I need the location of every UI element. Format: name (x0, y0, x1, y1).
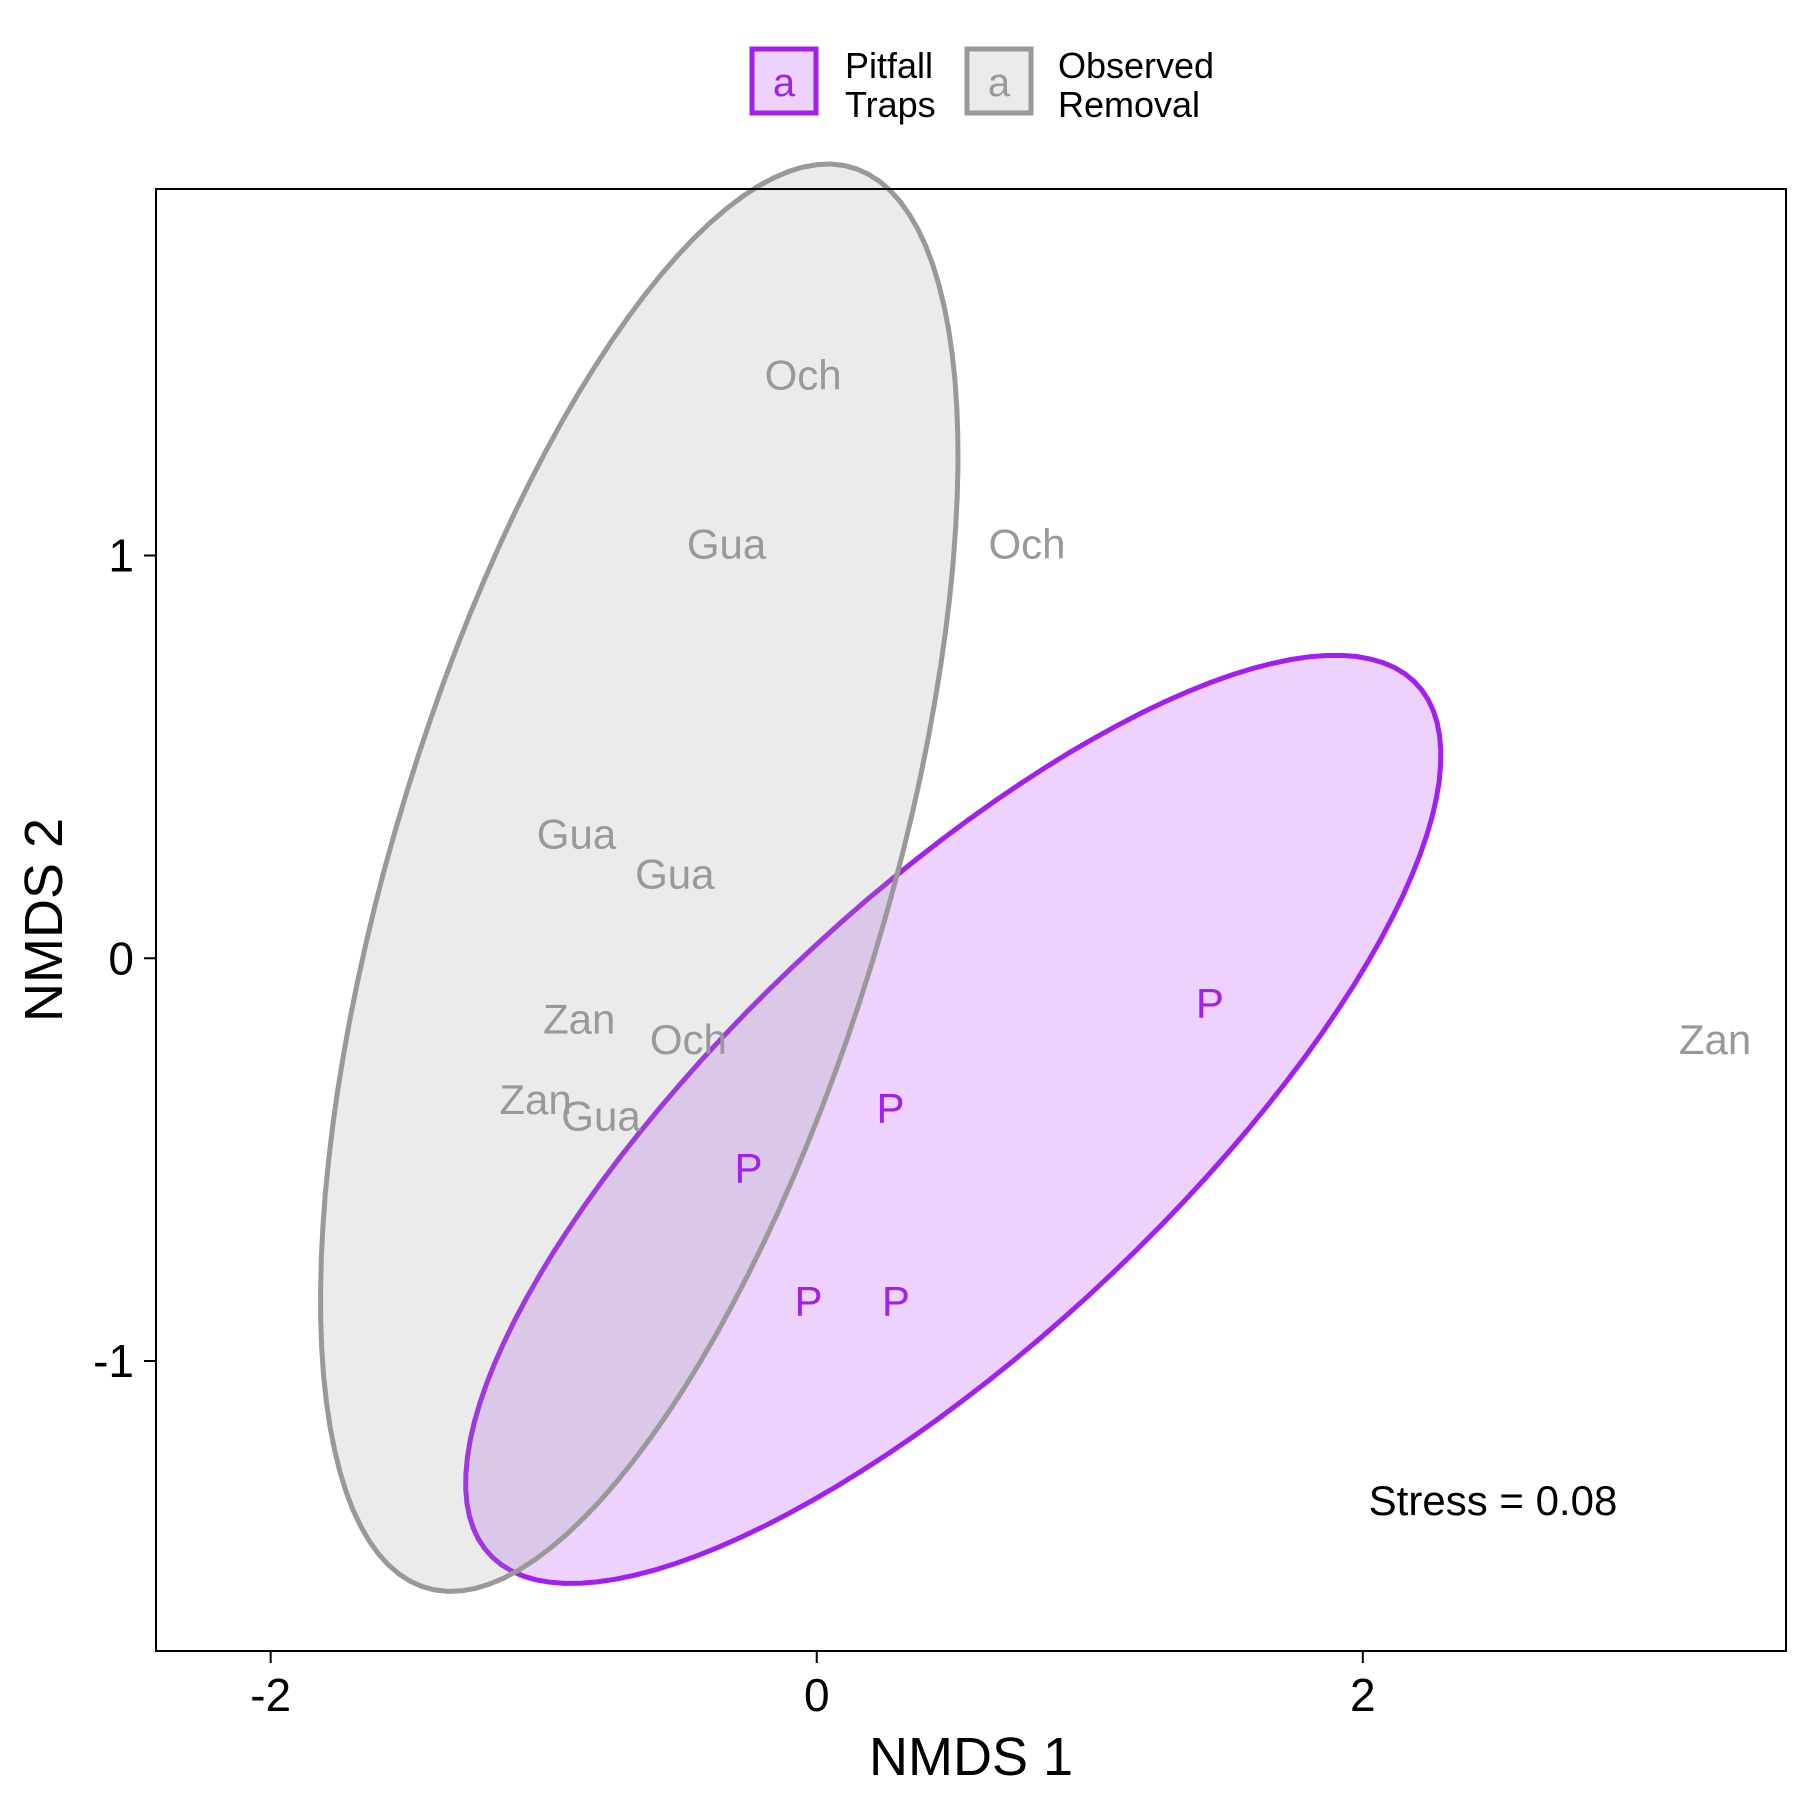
legend-label: Pitfall (845, 45, 933, 86)
ellipse-observed-removal (318, 161, 961, 1594)
legend-key (964, 46, 1034, 116)
axes-layer: -2 0 2 -1 0 1 (93, 530, 1376, 1721)
point-label: Zan (499, 1076, 571, 1123)
x-tick-label: -2 (250, 1669, 291, 1721)
stress-annotation: Stress = 0.08 (1369, 1477, 1618, 1524)
point-label: Gua (687, 520, 767, 567)
y-tick-label: 1 (108, 530, 134, 582)
y-axis-title: NMDS 2 (14, 818, 74, 1022)
ellipses-layer (318, 161, 1444, 1594)
legend-label: Traps (845, 84, 936, 125)
point-label: P (794, 1278, 822, 1325)
point-label: P (734, 1145, 762, 1192)
legend-key (749, 46, 819, 116)
ellipse-pitfall-traps (463, 652, 1444, 1586)
point-label: Zan (543, 996, 615, 1043)
point-label: Gua (537, 810, 617, 857)
point-label: Och (765, 351, 842, 398)
legend-key-letter: a (988, 61, 1011, 105)
plot-panel-border (155, 188, 1787, 1652)
point-label: Och (988, 520, 1065, 567)
x-tick-label: 2 (1350, 1669, 1376, 1721)
point-label: P (1196, 980, 1224, 1027)
point-label: P (882, 1278, 910, 1325)
legend-label: Removal (1058, 84, 1200, 125)
point-label: Gua (635, 851, 715, 898)
point-label: P (876, 1084, 904, 1131)
point-label: Gua (561, 1092, 641, 1139)
x-tick-label: 0 (804, 1669, 830, 1721)
point-label: Zan (1679, 1016, 1751, 1063)
x-axis-title: NMDS 1 (869, 1727, 1073, 1787)
y-tick-label: 0 (108, 932, 134, 984)
legend-key-letter: a (773, 61, 796, 105)
y-tick-label: -1 (93, 1335, 134, 1387)
legend-label: Observed (1058, 45, 1214, 86)
point-label: Och (650, 1016, 727, 1063)
